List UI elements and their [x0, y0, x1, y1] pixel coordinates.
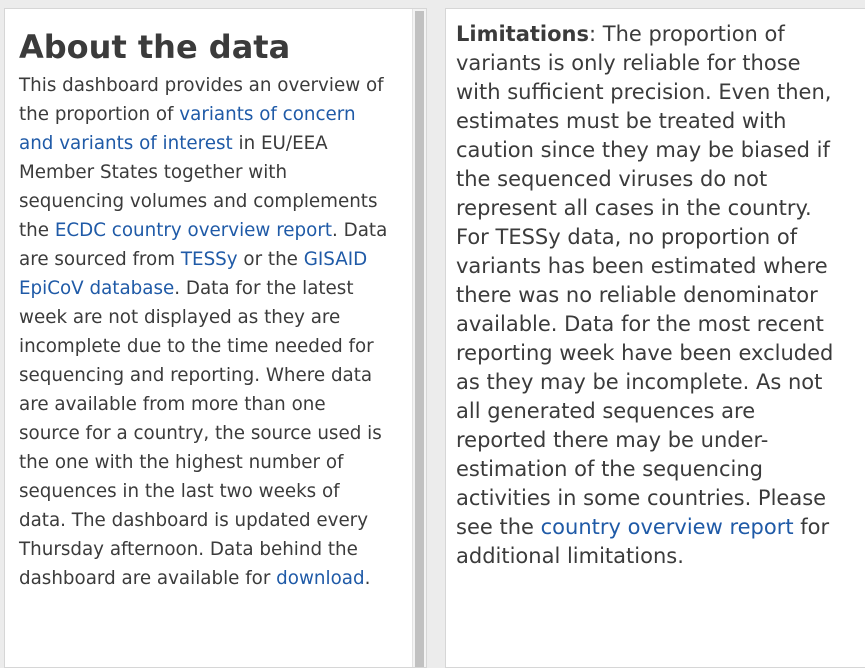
download-link[interactable]: download — [276, 568, 365, 589]
variants-link[interactable]: variants of concern and variants of inte… — [19, 104, 356, 154]
limitations-text-part-2: for additional limitations. — [456, 515, 830, 568]
about-scrollbar-thumb[interactable] — [415, 11, 424, 667]
about-text-part-1: This dashboard provides an overview of t… — [19, 75, 384, 125]
limitations-content: Limitations: The proportion of variants … — [456, 20, 836, 571]
about-text-part-6: . — [364, 568, 371, 589]
ecdc-country-report-link[interactable]: ECDC country overview report — [54, 220, 333, 241]
limitations-panel: Limitations: The proportion of variants … — [445, 8, 865, 668]
gisaid-database-link[interactable]: GISAID EpiCoV database — [19, 249, 368, 299]
limitations-text-part-1: : The proportion of variants is only rel… — [456, 22, 834, 539]
limitations-label: Limitations — [456, 22, 589, 46]
limitations-text: Limitations: The proportion of variants … — [456, 20, 836, 571]
about-data-title: About the data — [19, 28, 291, 66]
about-data-content: About the data This dashboard provides a… — [19, 27, 391, 593]
about-text-part-5: . Data for the latest week are not displ… — [19, 278, 382, 589]
about-text-part-2: in EU/EEA Member States together with se… — [19, 133, 378, 241]
about-data-panel: About the data This dashboard provides a… — [4, 8, 427, 668]
about-scrollbar-track[interactable] — [412, 9, 426, 667]
about-data-text: This dashboard provides an overview of t… — [19, 71, 391, 593]
country-overview-report-link[interactable]: country overview report — [540, 515, 794, 539]
about-text-part-3: . Data are sourced from — [19, 220, 388, 270]
about-text-part-4: or the — [237, 249, 304, 270]
tessy-link[interactable]: TESSy — [180, 249, 238, 270]
